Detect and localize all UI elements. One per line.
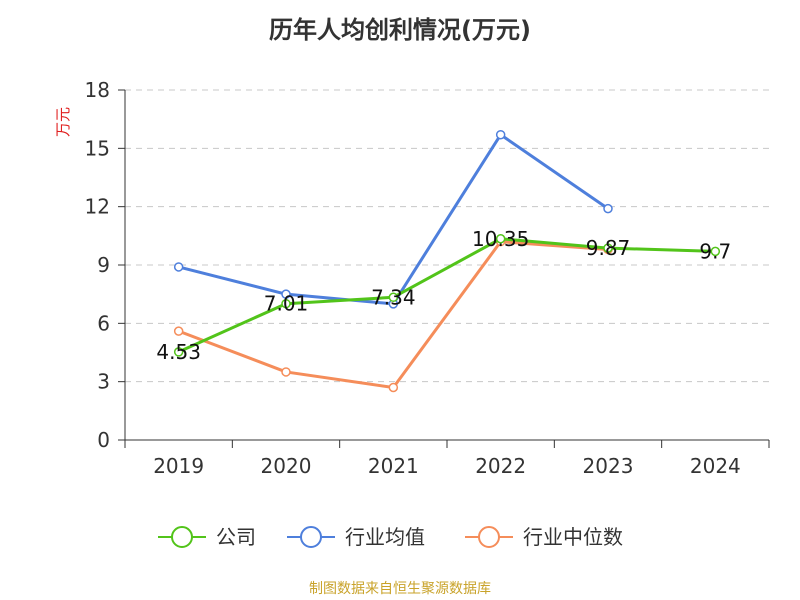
series-line [178,237,716,354]
y-tick-label: 15 [85,136,110,160]
data-point [603,243,613,253]
legend-label: 行业中位数 [523,525,623,549]
data-point [281,298,291,309]
data-point [281,289,291,299]
series-line [178,133,609,306]
y-tick-label: 3 [97,370,110,394]
data-point [495,129,506,140]
data-label: 9.87 [586,236,631,260]
data-point [173,262,184,272]
data-point [173,347,184,357]
data-label: 10.35 [472,227,529,251]
data-label: 7.01 [264,292,309,316]
chart-title: 历年人均创利情况(万元) [269,16,531,44]
y-tick-label: 9 [97,253,110,277]
y-tick-label: 12 [85,195,110,219]
y-tick-label: 18 [85,78,110,102]
data-point [495,234,506,244]
legend-marker [300,526,322,548]
x-tick-label: 2023 [583,454,634,478]
x-tick-label: 2021 [368,454,419,478]
x-tick-label: 2020 [261,454,312,478]
data-point [710,246,721,257]
data-point [281,367,291,377]
legend-label: 公司 [216,525,256,549]
data-label: 4.53 [156,340,201,364]
y-axis-label: 万元 [54,107,72,137]
data-label: 7.34 [371,285,416,309]
legend-marker [478,526,500,548]
data-point [388,382,399,393]
x-tick-label: 2024 [690,454,741,478]
y-tick-label: 6 [97,311,110,335]
data-point [173,326,184,336]
y-tick-label: 0 [97,428,110,452]
legend-marker [171,526,193,548]
source-footer: 制图数据来自恒生聚源数据库 [309,581,491,597]
data-point [388,292,399,303]
legend-label: 行业均值 [345,525,425,549]
series-line [178,240,609,389]
x-tick-label: 2022 [475,454,526,478]
x-tick-label: 2019 [153,454,204,478]
data-label: 9.7 [699,239,731,263]
data-point [603,203,613,214]
